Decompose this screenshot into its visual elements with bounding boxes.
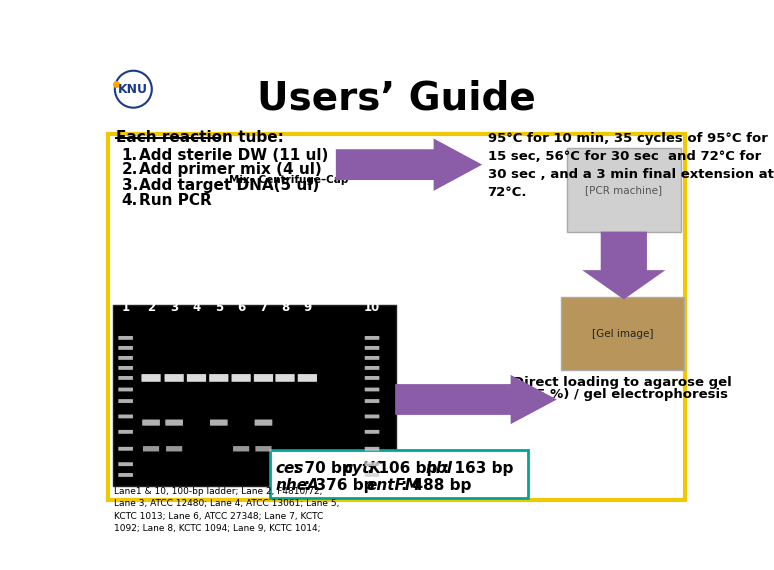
FancyBboxPatch shape	[365, 447, 379, 451]
Text: 95°C for 10 min, 35 cycles of 95°C for
15 sec, 56°C for 30 sec  and 72°C for
30 : 95°C for 10 min, 35 cycles of 95°C for 1…	[488, 132, 773, 198]
Polygon shape	[336, 139, 482, 191]
Text: 1.: 1.	[122, 148, 138, 162]
Text: : 106 bp: : 106 bp	[367, 461, 437, 476]
FancyBboxPatch shape	[118, 414, 133, 418]
Text: nheA: nheA	[276, 478, 320, 493]
FancyBboxPatch shape	[143, 446, 159, 451]
Text: Direct loading to agarose gel: Direct loading to agarose gel	[513, 376, 731, 389]
Text: Add primer mix (4 ul): Add primer mix (4 ul)	[139, 162, 321, 177]
FancyBboxPatch shape	[255, 446, 272, 451]
FancyBboxPatch shape	[365, 414, 379, 418]
FancyBboxPatch shape	[560, 297, 684, 370]
Text: 2: 2	[147, 301, 155, 314]
FancyBboxPatch shape	[365, 366, 379, 370]
Text: 8: 8	[281, 301, 289, 314]
FancyBboxPatch shape	[118, 462, 133, 466]
Text: Add sterile DW (11 ul): Add sterile DW (11 ul)	[139, 148, 328, 162]
FancyBboxPatch shape	[166, 446, 182, 451]
Text: [PCR machine]: [PCR machine]	[585, 185, 663, 195]
FancyBboxPatch shape	[118, 376, 133, 380]
Text: (2.5 %) / gel electrophoresis: (2.5 %) / gel electrophoresis	[516, 388, 728, 401]
Text: Users’ Guide: Users’ Guide	[257, 79, 536, 117]
Text: 7: 7	[259, 301, 268, 314]
FancyBboxPatch shape	[166, 420, 183, 426]
FancyBboxPatch shape	[118, 388, 133, 392]
Text: Add target DNA(5 ul): Add target DNA(5 ul)	[139, 178, 319, 193]
Text: 4: 4	[193, 301, 200, 314]
FancyBboxPatch shape	[118, 447, 133, 451]
FancyBboxPatch shape	[210, 420, 228, 426]
Text: : 376 bp: : 376 bp	[304, 478, 375, 493]
FancyBboxPatch shape	[269, 450, 529, 498]
Text: 9: 9	[303, 301, 311, 314]
FancyBboxPatch shape	[365, 388, 379, 392]
Text: 4.: 4.	[122, 193, 138, 208]
FancyBboxPatch shape	[209, 374, 228, 382]
Text: Run PCR: Run PCR	[139, 193, 211, 208]
FancyBboxPatch shape	[365, 376, 379, 380]
FancyBboxPatch shape	[567, 148, 681, 231]
FancyBboxPatch shape	[233, 446, 249, 451]
FancyBboxPatch shape	[118, 346, 133, 350]
Text: 3: 3	[170, 301, 178, 314]
Text: ces: ces	[276, 461, 304, 476]
Text: 2.: 2.	[122, 162, 139, 177]
FancyBboxPatch shape	[142, 374, 161, 382]
FancyBboxPatch shape	[365, 336, 379, 340]
Text: 1: 1	[122, 301, 130, 314]
FancyBboxPatch shape	[254, 374, 273, 382]
FancyBboxPatch shape	[108, 134, 686, 499]
FancyBboxPatch shape	[118, 336, 133, 340]
Text: Mix– Centrifuge–Cap: Mix– Centrifuge–Cap	[229, 174, 348, 185]
Text: 3.: 3.	[122, 178, 138, 193]
FancyBboxPatch shape	[118, 399, 133, 403]
FancyBboxPatch shape	[365, 473, 379, 477]
Text: : 70 bp: : 70 bp	[293, 461, 353, 476]
FancyBboxPatch shape	[365, 430, 379, 434]
Text: : 488 bp: : 488 bp	[400, 478, 471, 493]
FancyBboxPatch shape	[365, 356, 379, 360]
FancyBboxPatch shape	[118, 430, 133, 434]
FancyBboxPatch shape	[118, 473, 133, 477]
Text: KNU: KNU	[118, 83, 149, 96]
Text: hbl: hbl	[426, 461, 453, 476]
FancyBboxPatch shape	[118, 366, 133, 370]
Polygon shape	[396, 375, 557, 424]
Text: 10: 10	[364, 301, 380, 314]
FancyBboxPatch shape	[365, 462, 379, 466]
FancyBboxPatch shape	[255, 420, 272, 426]
FancyBboxPatch shape	[112, 305, 396, 486]
FancyBboxPatch shape	[118, 356, 133, 360]
FancyBboxPatch shape	[142, 420, 160, 426]
Text: cytK: cytK	[344, 461, 382, 476]
Text: : 163 bp: : 163 bp	[443, 461, 513, 476]
FancyBboxPatch shape	[365, 346, 379, 350]
Text: 6: 6	[237, 301, 245, 314]
FancyBboxPatch shape	[298, 374, 317, 382]
Text: 5: 5	[214, 301, 223, 314]
Text: entFM: entFM	[367, 478, 420, 493]
FancyBboxPatch shape	[231, 374, 251, 382]
FancyBboxPatch shape	[187, 374, 206, 382]
Polygon shape	[582, 231, 666, 299]
FancyBboxPatch shape	[276, 374, 295, 382]
Text: Each reaction tube:: Each reaction tube:	[115, 130, 283, 145]
Text: Lane1 & 10, 100-bp ladder; Lane 2, F4810/72;
Lane 3, ATCC 12480; Lane 4, ATCC 13: Lane1 & 10, 100-bp ladder; Lane 2, F4810…	[114, 487, 340, 533]
FancyBboxPatch shape	[165, 374, 183, 382]
Text: [Gel image]: [Gel image]	[591, 329, 653, 339]
FancyBboxPatch shape	[365, 399, 379, 403]
